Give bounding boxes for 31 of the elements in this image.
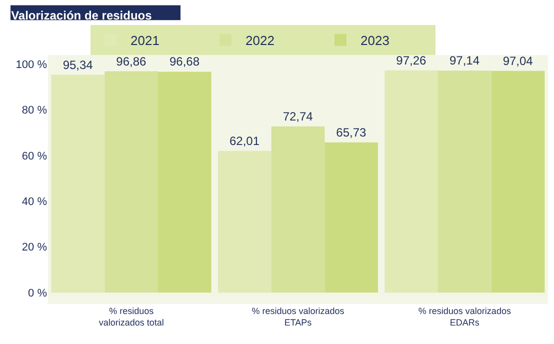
bar <box>491 70 545 293</box>
data-label: 65,73 <box>336 125 367 140</box>
legend-label: 2022 <box>246 33 274 48</box>
bar <box>438 70 492 293</box>
bar <box>158 72 212 293</box>
bar <box>384 70 438 293</box>
data-label: 97,04 <box>502 54 534 68</box>
chart-title: Valorización de residuos <box>11 8 152 23</box>
data-label: 62,01 <box>229 134 260 148</box>
bar <box>271 126 325 293</box>
y-tick-label: 80 % <box>22 104 48 117</box>
y-tick-label: 100 % <box>16 58 48 71</box>
x-tick-label: % residuos valorizados ETAPs <box>252 306 345 328</box>
y-tick-label: 40 % <box>22 196 48 208</box>
bar <box>51 74 105 293</box>
legend-label: 2021 <box>130 33 160 48</box>
y-tick-label: 20 % <box>22 242 48 254</box>
data-label: 96,86 <box>116 54 147 68</box>
x-tick-label: % residuos valorizados EDARs <box>418 306 512 328</box>
data-label: 96,68 <box>169 54 200 69</box>
bar <box>104 71 158 293</box>
data-label: 95,34 <box>62 58 94 72</box>
y-tick-label: 60 % <box>22 150 48 162</box>
data-label: 72,74 <box>282 109 314 124</box>
data-label: 97,26 <box>396 53 427 68</box>
bar <box>324 142 378 293</box>
x-tick-label: % residuos valorizados total <box>98 306 164 328</box>
bar <box>218 150 272 293</box>
legend-label: 2023 <box>360 33 390 48</box>
y-tick-label: 0 % <box>28 287 48 300</box>
data-label: 97,14 <box>449 54 480 68</box>
